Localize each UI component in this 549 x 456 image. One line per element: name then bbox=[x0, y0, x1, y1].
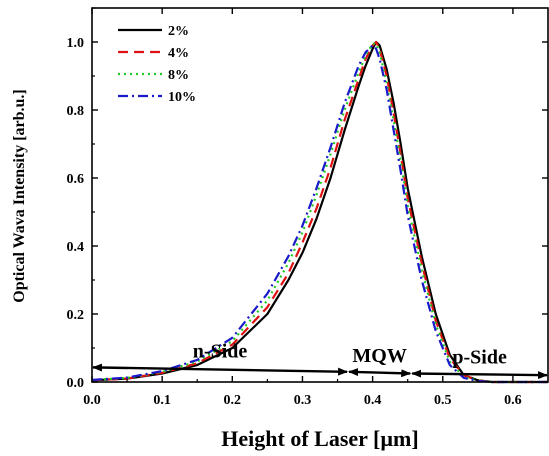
region-arrow-1 bbox=[92, 363, 349, 376]
legend-label-3: 8% bbox=[168, 68, 189, 83]
region-label-2: MQW bbox=[352, 345, 406, 367]
y-tick-label: 0.4 bbox=[67, 240, 85, 255]
x-tick-label: 0.3 bbox=[294, 393, 312, 408]
x-tick-label: 0.4 bbox=[364, 393, 382, 408]
x-tick-label: 0.1 bbox=[153, 393, 171, 408]
region-label-1: n-Side bbox=[193, 340, 248, 362]
plot-frame bbox=[91, 7, 549, 383]
series-line-2 bbox=[91, 40, 548, 384]
y-tick-label: 0.0 bbox=[67, 376, 85, 391]
y-axis: 0.0 0.2 0.4 0.6 0.8 1.0 bbox=[67, 7, 548, 391]
x-tick-label: 0.0 bbox=[83, 393, 101, 408]
series-line-3 bbox=[91, 42, 548, 384]
legend-label-2: 4% bbox=[168, 46, 189, 61]
y-tick-label: 1.0 bbox=[67, 36, 85, 51]
y-axis-title: Optical Wava Intensity [arb.u.] bbox=[11, 89, 28, 303]
region-label-3: p-Side bbox=[452, 347, 507, 369]
x-tick-label: 0.5 bbox=[434, 393, 452, 408]
y-tick-label: 0.6 bbox=[67, 172, 85, 187]
y-tick-label: 0.8 bbox=[67, 104, 85, 119]
legend-label-1: 2% bbox=[168, 24, 189, 39]
legend-label-4: 10% bbox=[168, 90, 196, 105]
series-group bbox=[91, 40, 548, 384]
legend: 2% 4% 8% 10% bbox=[118, 24, 196, 105]
x-tick-label: 0.6 bbox=[504, 393, 522, 408]
y-tick-label: 0.2 bbox=[67, 308, 85, 323]
region-arrow-3 bbox=[411, 369, 548, 380]
x-axis-title: Height of Laser [µm] bbox=[221, 426, 418, 451]
region-arrow-2 bbox=[348, 368, 412, 378]
series-line-1 bbox=[91, 40, 548, 384]
x-tick-label: 0.2 bbox=[224, 393, 242, 408]
region-annotations: n-Side MQW p-Side bbox=[92, 340, 548, 380]
x-axis: 0.0 0.1 0.2 0.3 0.4 0.5 0.6 bbox=[83, 8, 522, 408]
